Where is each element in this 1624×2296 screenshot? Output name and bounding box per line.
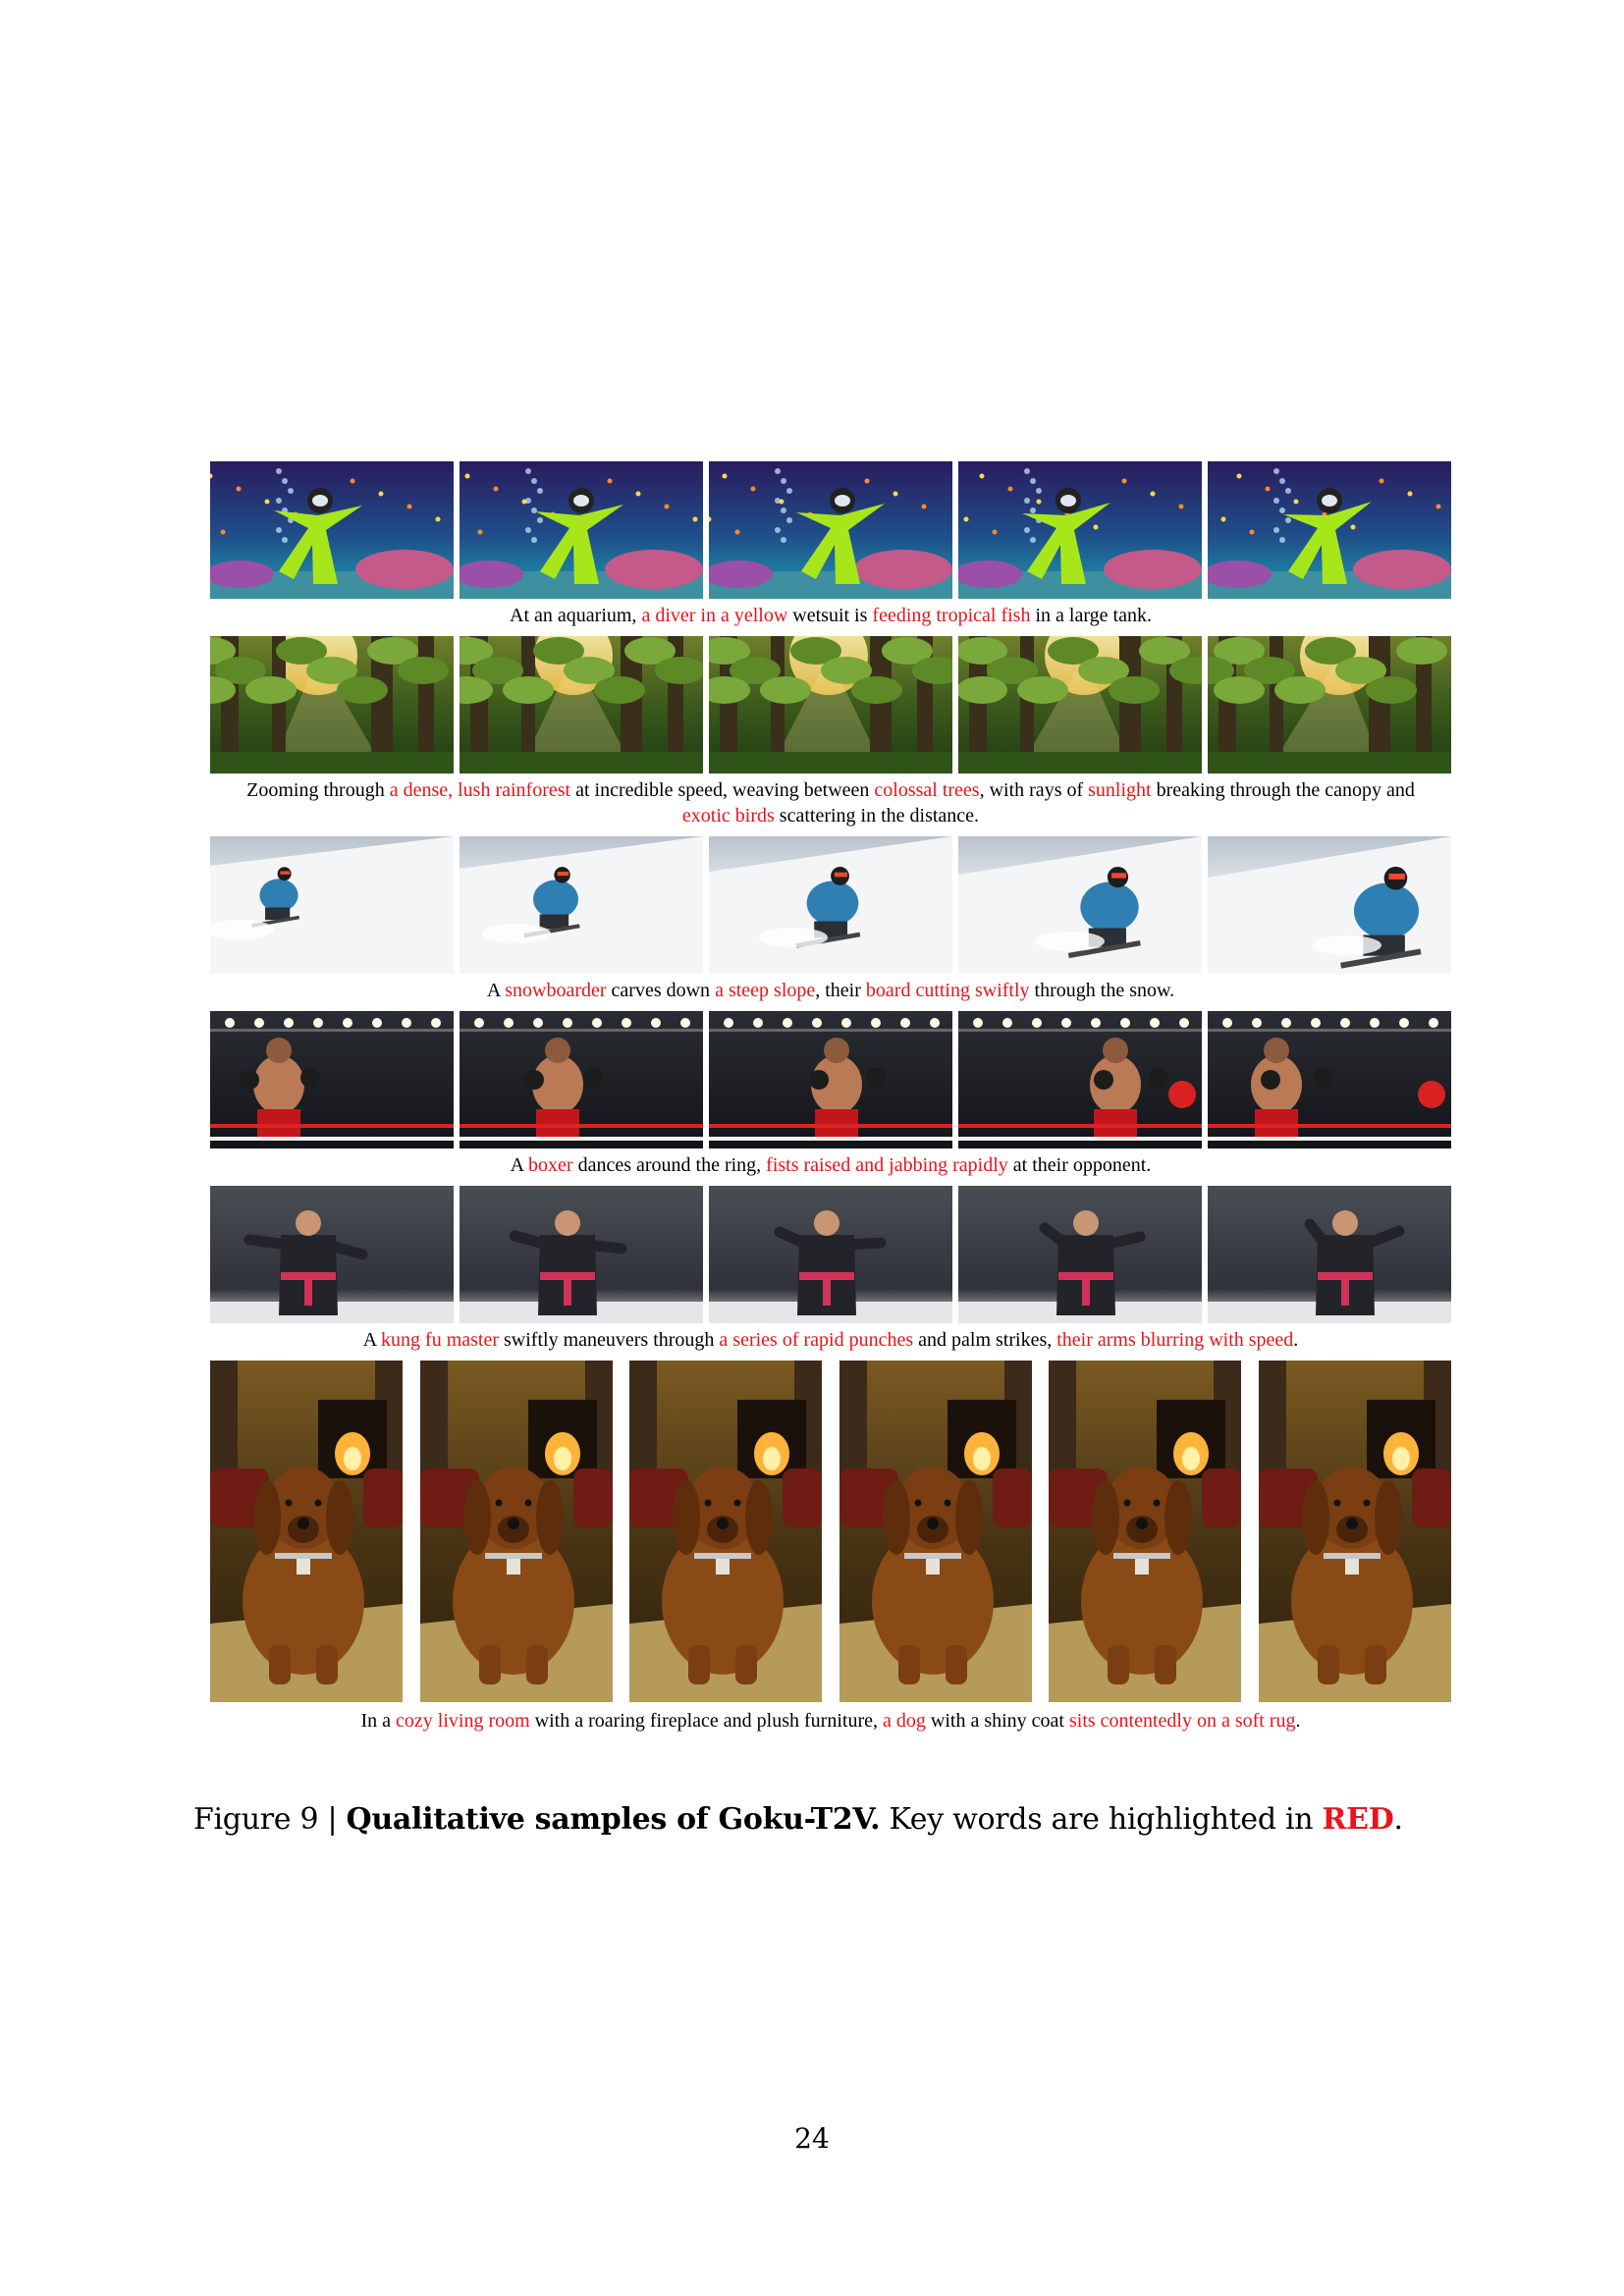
row-caption: A kung fu master swiftly maneuvers throu…	[210, 1327, 1451, 1353]
highlighted-keyword: a dog	[883, 1710, 926, 1732]
video-frame	[210, 1361, 403, 1702]
caption-text: A	[486, 980, 506, 1001]
highlighted-keyword: exotic birds	[681, 805, 775, 827]
caption-text: At an aquarium,	[510, 605, 642, 626]
image-row-aquarium	[210, 461, 1451, 599]
video-frame	[958, 461, 1202, 599]
highlighted-keyword: feeding tropical fish	[872, 605, 1031, 626]
caption-text: scattering in the distance.	[774, 805, 980, 827]
video-frame	[460, 1011, 703, 1148]
figure-caption-end: .	[1393, 1802, 1403, 1837]
highlighted-keyword: a series of rapid punches	[719, 1329, 914, 1351]
video-frame	[210, 461, 454, 599]
video-frame	[958, 636, 1202, 774]
video-frame	[709, 1186, 952, 1323]
video-frame	[839, 1361, 1032, 1702]
caption-text: carves down	[606, 980, 716, 1001]
video-frame	[709, 461, 952, 599]
caption-text: , with rays of	[979, 779, 1089, 801]
highlighted-keyword: cozy living room	[396, 1710, 530, 1732]
caption-text: in a large tank.	[1030, 605, 1152, 626]
video-frame	[460, 636, 703, 774]
video-frame	[460, 461, 703, 599]
highlighted-keyword: a dense, lush rainforest	[389, 779, 571, 801]
video-frame	[1208, 636, 1451, 774]
video-frame	[1049, 1361, 1242, 1702]
caption-text: at their opponent.	[1007, 1154, 1152, 1176]
highlighted-keyword: snowboarder	[505, 980, 607, 1001]
video-frame	[629, 1361, 823, 1702]
video-frame	[210, 836, 454, 974]
highlighted-keyword: boxer	[528, 1154, 573, 1176]
row-caption: At an aquarium, a diver in a yellow wets…	[210, 603, 1451, 628]
image-row-dog	[210, 1361, 1451, 1702]
caption-text: dances around the ring,	[572, 1154, 767, 1176]
figure-9: At an aquarium, a diver in a yellow wets…	[210, 461, 1451, 1741]
video-frame	[210, 1186, 454, 1323]
caption-text: .	[1293, 1329, 1299, 1351]
caption-text: with a shiny coat	[925, 1710, 1069, 1732]
highlighted-keyword: kung fu master	[381, 1329, 500, 1351]
highlighted-keyword: sunlight	[1088, 779, 1152, 801]
caption-text: A	[362, 1329, 382, 1351]
caption-text: and palm strikes,	[913, 1329, 1057, 1351]
video-frame	[210, 636, 454, 774]
image-row-boxing	[210, 1011, 1451, 1148]
video-frame	[460, 1186, 703, 1323]
video-frame	[210, 1011, 454, 1148]
video-frame	[958, 1186, 1202, 1323]
caption-text: with a roaring fireplace and plush furni…	[529, 1710, 883, 1732]
caption-text: wetsuit is	[787, 605, 873, 626]
caption-text: through the snow.	[1029, 980, 1175, 1001]
caption-text: .	[1295, 1710, 1301, 1732]
row-caption: Zooming through a dense, lush rainforest…	[210, 777, 1451, 828]
highlighted-keyword: a steep slope	[715, 980, 816, 1001]
caption-text: swiftly maneuvers through	[499, 1329, 720, 1351]
caption-text: A	[510, 1154, 529, 1176]
caption-text: Zooming through	[246, 779, 390, 801]
highlighted-keyword: board cutting swiftly	[865, 980, 1030, 1001]
figure-caption-text: Key words are highlighted in	[880, 1802, 1323, 1837]
caption-text: breaking through the canopy and	[1151, 779, 1415, 801]
caption-text: In a	[360, 1710, 397, 1732]
row-caption: In a cozy living room with a roaring fir…	[210, 1708, 1451, 1734]
figure-title-bold: Qualitative samples of Goku-T2V.	[346, 1802, 881, 1837]
figure-label: Figure 9 |	[193, 1802, 347, 1837]
highlighted-keyword: colossal trees	[874, 779, 980, 801]
video-frame	[1258, 1361, 1451, 1702]
video-frame	[709, 636, 952, 774]
figure-caption: Figure 9 | Qualitative samples of Goku-T…	[193, 1802, 1470, 1837]
caption-text: , their	[815, 980, 866, 1001]
row-caption: A snowboarder carves down a steep slope,…	[210, 978, 1451, 1003]
video-frame	[1208, 461, 1451, 599]
video-frame	[419, 1361, 613, 1702]
caption-text: at incredible speed, weaving between	[570, 779, 875, 801]
highlighted-keyword: fists raised and jabbing rapidly	[766, 1154, 1008, 1176]
red-keyword: RED	[1322, 1802, 1394, 1837]
image-row-rainforest	[210, 636, 1451, 774]
video-frame	[709, 1011, 952, 1148]
highlighted-keyword: sits contentedly on a soft rug	[1068, 1710, 1296, 1732]
highlighted-keyword: a diver in a yellow	[641, 605, 788, 626]
video-frame	[958, 1011, 1202, 1148]
video-frame	[1208, 1011, 1451, 1148]
video-frame	[1208, 1186, 1451, 1323]
image-row-kungfu	[210, 1186, 1451, 1323]
video-frame	[958, 836, 1202, 974]
video-frame	[1208, 836, 1451, 974]
video-frame	[709, 836, 952, 974]
page-number: 24	[794, 2122, 830, 2155]
row-caption: A boxer dances around the ring, fists ra…	[210, 1152, 1451, 1178]
video-frame	[460, 836, 703, 974]
highlighted-keyword: their arms blurring with speed	[1056, 1329, 1294, 1351]
image-row-snow	[210, 836, 1451, 974]
